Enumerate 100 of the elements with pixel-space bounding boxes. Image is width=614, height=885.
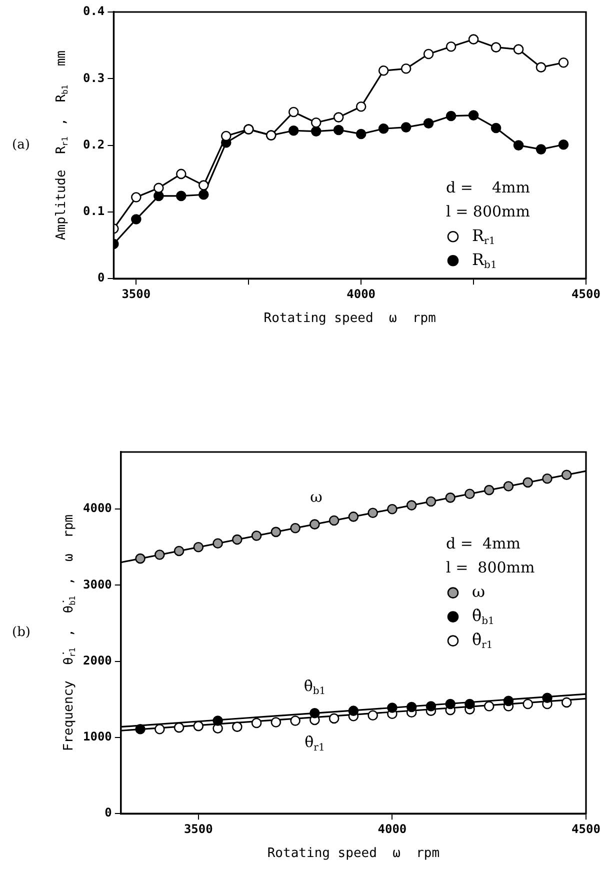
point xyxy=(423,48,434,60)
y-tick-label: 0.1 xyxy=(82,204,105,218)
point xyxy=(400,64,412,74)
point xyxy=(251,530,262,541)
point xyxy=(445,698,456,710)
point xyxy=(464,488,475,500)
legend-label: ω xyxy=(472,582,486,601)
point xyxy=(176,190,186,202)
annotation: d = 4mm xyxy=(446,178,530,196)
point xyxy=(406,500,417,510)
text: (a) xyxy=(12,138,30,153)
point xyxy=(561,470,572,480)
annotation: d = 4mm xyxy=(446,534,520,553)
point xyxy=(154,550,165,560)
y-tick-label: 4000 xyxy=(82,501,112,516)
point xyxy=(348,512,359,522)
annotation: l = 800mm xyxy=(446,202,530,220)
point xyxy=(542,692,552,704)
point xyxy=(561,697,572,708)
point xyxy=(406,702,417,712)
x-axis-title: Rotating speed ω rpm xyxy=(267,846,440,861)
x-tick-label: 3500 xyxy=(122,286,151,301)
point xyxy=(503,696,514,706)
y-tick-label: 3000 xyxy=(82,577,112,592)
point xyxy=(328,713,340,724)
point xyxy=(220,130,232,142)
point xyxy=(446,110,456,122)
point xyxy=(310,708,320,718)
y-tick-label: 0.2 xyxy=(82,137,105,152)
point xyxy=(445,492,456,503)
point xyxy=(135,553,146,564)
point xyxy=(536,62,546,72)
point xyxy=(484,701,494,712)
point xyxy=(131,214,142,224)
point xyxy=(135,724,146,734)
x-tick-label: 4000 xyxy=(378,822,407,836)
point xyxy=(176,168,186,180)
point xyxy=(270,717,282,728)
point xyxy=(423,118,434,128)
point xyxy=(310,117,322,128)
point xyxy=(468,34,479,44)
y-tick-label: 0.4 xyxy=(82,4,105,18)
point xyxy=(348,706,359,716)
annotation: l = 800mm xyxy=(446,558,535,577)
y-tick-label: 0 xyxy=(97,270,105,285)
x-tick-label: 4000 xyxy=(346,286,376,301)
point xyxy=(513,140,524,150)
point xyxy=(174,546,184,556)
y-tick-label: 1000 xyxy=(82,730,112,744)
point xyxy=(193,542,204,552)
point xyxy=(131,192,142,202)
point xyxy=(378,66,389,76)
point xyxy=(198,189,209,200)
x-tick-label: 3500 xyxy=(184,822,213,836)
point xyxy=(356,128,366,140)
point xyxy=(154,724,165,734)
series-label: ω xyxy=(310,488,322,506)
point xyxy=(536,144,546,154)
point xyxy=(378,123,389,134)
point xyxy=(356,101,366,112)
point xyxy=(426,701,436,712)
point xyxy=(232,722,242,732)
point xyxy=(328,515,340,526)
x-axis-title: Rotating speed ω rpm xyxy=(264,310,436,326)
point xyxy=(310,126,322,136)
point xyxy=(212,716,223,726)
x-tick-label: 4500 xyxy=(572,286,600,301)
point xyxy=(154,182,164,194)
point xyxy=(212,538,223,548)
point xyxy=(174,722,184,733)
point xyxy=(193,720,204,732)
y-tick-label: 0 xyxy=(104,806,112,820)
y-tick-label: 2000 xyxy=(82,653,112,668)
x-tick-label: 4500 xyxy=(572,822,600,836)
point xyxy=(368,508,378,518)
y-tick-label: 0.3 xyxy=(82,70,105,85)
point xyxy=(333,112,344,122)
point xyxy=(446,42,456,52)
point xyxy=(368,710,378,721)
point xyxy=(198,180,209,190)
point xyxy=(387,702,398,713)
point xyxy=(290,716,300,726)
point xyxy=(270,526,282,538)
point xyxy=(468,110,479,120)
point xyxy=(290,522,300,534)
point xyxy=(310,519,320,530)
point xyxy=(503,481,514,492)
point xyxy=(426,496,436,507)
point xyxy=(513,44,524,54)
point xyxy=(558,139,569,150)
text: (b) xyxy=(12,625,30,640)
point xyxy=(232,534,242,545)
point xyxy=(522,698,534,710)
text: Amplitude Rr1 , Rb1 mm xyxy=(54,50,70,240)
point xyxy=(490,122,502,134)
point xyxy=(522,477,534,488)
point xyxy=(400,122,412,132)
point xyxy=(288,106,299,118)
point xyxy=(288,125,299,136)
point xyxy=(484,484,494,496)
